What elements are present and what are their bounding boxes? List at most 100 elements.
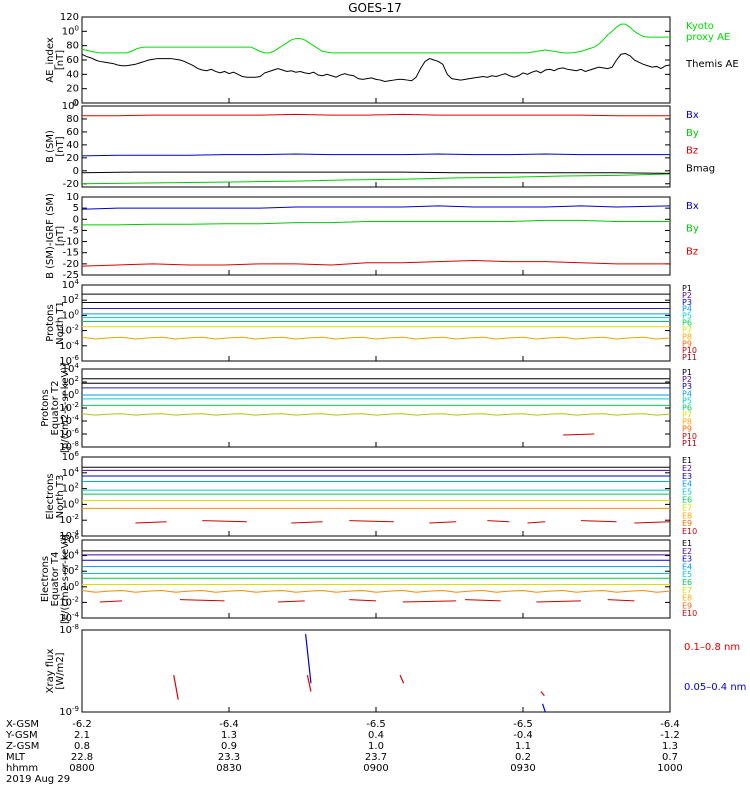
footer-value: -0.4: [513, 730, 533, 741]
y-tick-label: 120: [60, 12, 79, 23]
channel-label: P2: [682, 291, 692, 300]
legend-entry: 0.1–0.8 nm: [684, 642, 740, 653]
y-axis-label: ElectronsEquator T4[e/(cm2-s-sr-keV)]: [40, 534, 71, 624]
series-segment: [487, 520, 510, 523]
panel-8: 10-9 10-8 Xray flux[W/m2] 0.1–0.8 nm 0.05–0.…: [45, 623, 746, 718]
panel-5: 10-810-610-410-2100102104ProtonsEquator …: [40, 362, 697, 453]
series-segment: [429, 521, 457, 524]
channel-label: E3: [682, 555, 692, 564]
channel-label: P4: [682, 389, 692, 398]
channel-label: P7: [682, 411, 692, 420]
channel-label: E6: [682, 496, 692, 505]
y-axis-label: ElectronsNorth T3: [45, 473, 66, 519]
y-tick-label: -10: [63, 237, 79, 248]
footer-date: 2019 Aug 29: [6, 774, 70, 785]
y-tick-label: 20: [66, 153, 79, 164]
orbit-footer: X-GSM Y-GSM Z-GSM MLT hhmm 2019 Aug 29 -…: [5, 719, 683, 785]
y-tick-label: -20: [63, 179, 79, 190]
legend-entry: By: [686, 224, 699, 235]
footer-value: -6.4: [660, 719, 680, 730]
series-segment: [135, 521, 167, 524]
y-axis-label: B (SM)-IGRF (SM)[nT]: [45, 193, 66, 279]
channel-label: P1: [682, 284, 692, 293]
series-line: [81, 173, 671, 185]
channel-label: E4: [682, 562, 692, 571]
y-axis-label: ProtonsNorth T1: [45, 301, 66, 345]
panel-frame: [81, 196, 671, 276]
series-segment: [607, 599, 635, 602]
channel-label: E7: [682, 503, 692, 512]
channel-label: E6: [682, 578, 692, 587]
footer-value: 1.1: [515, 741, 531, 752]
footer-value: 22.8: [71, 752, 93, 763]
channel-label: E8: [682, 594, 692, 603]
footer-value: -6.5: [513, 719, 533, 730]
y-tick-label: 0: [73, 98, 79, 109]
channel-label: E7: [682, 586, 692, 595]
y-tick-label: 10-8: [59, 623, 79, 636]
channel-label: P2: [682, 375, 692, 384]
panel-frame: [81, 539, 671, 619]
channel-label: P4: [682, 305, 692, 314]
footer-value: 0800: [69, 763, 94, 774]
footer-value: 2.1: [74, 730, 90, 741]
footer-value: 0.2: [515, 752, 531, 763]
channel-label: P6: [682, 403, 692, 412]
y-tick-label: 100: [62, 99, 79, 112]
series-stroke: [542, 703, 546, 713]
y-axis-label: Xray flux[W/m2]: [45, 649, 66, 694]
channel-label: P7: [682, 325, 692, 334]
series-segment: [465, 599, 501, 602]
channel-label: P3: [682, 382, 692, 391]
series-segment: [527, 521, 546, 524]
channel-label: E8: [682, 511, 692, 520]
footer-value: 0900: [363, 763, 388, 774]
legend-entry: By: [686, 128, 699, 139]
channel-label: P5: [682, 312, 692, 321]
series-stroke: [540, 691, 545, 696]
y-tick-label: 106: [62, 450, 80, 463]
y-tick-label: 10: [66, 192, 79, 203]
footer-value: 0.4: [368, 730, 384, 741]
series-line: [82, 219, 670, 226]
y-tick-label: -15: [63, 248, 79, 259]
footer-value: 0830: [216, 763, 241, 774]
footer-value: 0.8: [74, 741, 90, 752]
series-line: [81, 336, 671, 340]
footer-label-xgsm: X-GSM: [6, 719, 39, 730]
footer-value: 23.7: [365, 752, 387, 763]
y-tick-label: 40: [66, 69, 79, 80]
chart-title: GOES-17: [348, 1, 402, 15]
channel-label: E1: [682, 456, 692, 465]
channel-label: P10: [682, 432, 697, 441]
series-line: [81, 205, 671, 210]
channel-label: P9: [682, 425, 692, 434]
channel-label: E5: [682, 488, 692, 497]
y-tick-label: 5: [73, 203, 79, 214]
series-segment: [99, 600, 123, 603]
series-segment: [402, 600, 457, 603]
footer-value: -6.4: [219, 719, 239, 730]
footer-value: 1.3: [662, 741, 678, 752]
series-line: [81, 260, 670, 267]
channel-label: P11: [682, 439, 697, 448]
footer-value: 0.7: [662, 752, 678, 763]
channel-label: E10: [682, 609, 697, 618]
series-stroke: [305, 634, 312, 684]
channel-label: E9: [682, 601, 692, 610]
legend-entry: Bz: [686, 146, 698, 157]
panel-frame: [81, 629, 671, 713]
legend-entry: Bz: [686, 246, 698, 257]
series-stroke: [173, 674, 179, 700]
series-segment: [563, 433, 595, 436]
series-segment: [580, 520, 617, 523]
panel-frame: [81, 284, 671, 362]
channel-label: P8: [682, 332, 692, 341]
legend-entry: Kyoto: [686, 21, 714, 32]
y-tick-label: -25: [63, 270, 79, 281]
channel-label: E9: [682, 519, 692, 528]
y-axis-label: AE_index[nT]: [45, 37, 66, 83]
channel-label: E5: [682, 570, 692, 579]
